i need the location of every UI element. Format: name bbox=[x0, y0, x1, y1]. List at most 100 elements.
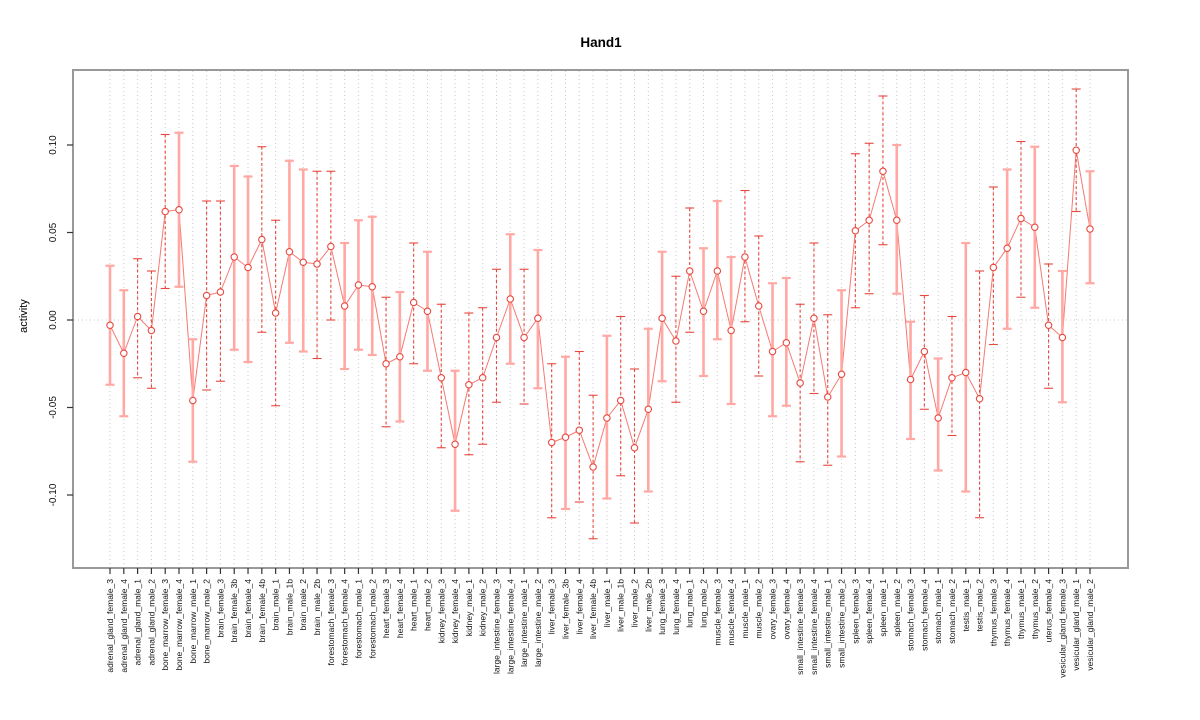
x-tick-label: brain_female_4b bbox=[257, 579, 267, 643]
data-point bbox=[672, 337, 680, 345]
x-tick-label: large_intestine_female_3 bbox=[491, 579, 501, 674]
data-point bbox=[258, 235, 266, 244]
y-tick-label: -0.10 bbox=[48, 483, 59, 506]
data-point bbox=[741, 253, 749, 261]
x-tick-label: adrenal_gland_female_3 bbox=[105, 579, 115, 673]
data-point bbox=[1003, 244, 1011, 253]
x-tick-label: brain_male_2 bbox=[298, 579, 308, 631]
x-tick-label: thymus_male_1 bbox=[1016, 579, 1026, 639]
data-point bbox=[189, 396, 197, 405]
x-tick-label: brain_male_1 bbox=[271, 579, 281, 631]
data-point bbox=[989, 263, 998, 272]
x-tick-label: thymus_female_3 bbox=[988, 579, 998, 646]
x-tick-label: spleen_male_1 bbox=[878, 579, 888, 637]
data-point bbox=[120, 349, 128, 357]
x-tick-label: testis_male_1 bbox=[961, 579, 971, 632]
data-point bbox=[962, 368, 970, 377]
data-point bbox=[1044, 321, 1053, 329]
data-point bbox=[520, 333, 528, 342]
data-point bbox=[396, 352, 404, 361]
x-tick-label: large_intestine_male_1 bbox=[519, 579, 529, 667]
x-tick-label: forestomach_male_2 bbox=[367, 579, 377, 659]
data-point bbox=[837, 370, 846, 378]
x-tick-label: kidney_male_2 bbox=[478, 579, 488, 636]
x-tick-label: testis_male_2 bbox=[975, 579, 985, 632]
data-point bbox=[506, 295, 515, 303]
data-point bbox=[658, 314, 666, 322]
data-point bbox=[906, 375, 915, 384]
x-tick-label: liver_male_1b bbox=[616, 579, 626, 632]
data-point bbox=[423, 307, 432, 315]
data-point bbox=[437, 373, 446, 382]
data-point bbox=[161, 207, 169, 216]
data-point bbox=[451, 440, 459, 448]
x-tick-label: stomach_male_2 bbox=[947, 579, 957, 644]
x-tick-label: muscle_female_3 bbox=[712, 579, 722, 646]
series-line bbox=[109, 150, 1091, 469]
x-tick-label: small_intestine_female_4 bbox=[809, 579, 819, 675]
data-point bbox=[271, 309, 280, 317]
data-point bbox=[368, 282, 377, 291]
data-point bbox=[603, 414, 611, 422]
x-tick-label: forestomach_male_1 bbox=[353, 579, 363, 659]
x-tick-label: liver_male_2 bbox=[630, 579, 640, 627]
data-point bbox=[244, 263, 252, 272]
x-tick-label: brain_female_3b bbox=[229, 579, 239, 643]
data-point bbox=[879, 167, 887, 176]
y-tick-label: 0.00 bbox=[48, 310, 59, 330]
x-tick-label: heart_female_4 bbox=[395, 579, 405, 638]
data-point bbox=[1072, 146, 1080, 155]
data-point bbox=[285, 248, 294, 256]
data-point bbox=[782, 338, 791, 347]
x-tick-label: bone_marrow_female_4 bbox=[174, 579, 184, 671]
data-point bbox=[313, 260, 321, 268]
x-tick-label: stomach_female_4 bbox=[919, 579, 929, 651]
x-tick-label: heart_male_2 bbox=[422, 579, 432, 631]
data-point bbox=[534, 314, 542, 322]
x-tick-label: muscle_male_1 bbox=[740, 579, 750, 639]
x-tick-label: thymus_female_4 bbox=[1002, 579, 1012, 646]
data-point bbox=[865, 216, 873, 225]
data-point bbox=[810, 314, 818, 322]
data-point bbox=[1031, 223, 1039, 232]
x-tick-label: bone_marrow_male_2 bbox=[202, 579, 212, 664]
data-point bbox=[547, 438, 556, 447]
x-tick-label: adrenal_gland_male_2 bbox=[146, 579, 156, 666]
x-tick-label: liver_female_4 bbox=[574, 579, 584, 635]
data-point bbox=[754, 302, 763, 310]
x-tick-label: liver_male_1 bbox=[602, 579, 612, 627]
data-point bbox=[934, 414, 942, 422]
data-point bbox=[327, 242, 335, 251]
data-point bbox=[340, 302, 349, 310]
data-point bbox=[354, 281, 363, 289]
x-tick-label: large_intestine_male_2 bbox=[533, 579, 543, 667]
x-tick-label: liver_female_4b bbox=[588, 579, 598, 639]
data-point bbox=[1058, 333, 1067, 342]
x-tick-label: brain_female_4 bbox=[243, 579, 253, 638]
y-tick-label: 0.05 bbox=[48, 222, 59, 242]
data-point bbox=[768, 347, 777, 356]
x-tick-label: lung_female_3 bbox=[657, 579, 667, 635]
x-tick-label: kidney_female_3 bbox=[436, 579, 446, 644]
data-point bbox=[948, 373, 956, 382]
x-tick-label: vesicular_gland_female_3 bbox=[1057, 579, 1067, 678]
x-tick-label: heart_female_3 bbox=[381, 579, 391, 638]
x-tick-label: uterus_female_4 bbox=[1044, 579, 1054, 643]
data-point bbox=[893, 216, 901, 225]
x-tick-label: spleen_male_2 bbox=[892, 579, 902, 637]
data-point bbox=[465, 380, 473, 389]
data-point bbox=[561, 433, 570, 441]
x-tick-label: muscle_female_4 bbox=[726, 579, 736, 646]
x-tick-label: small_intestine_male_1 bbox=[823, 579, 833, 668]
data-point bbox=[106, 321, 114, 329]
x-tick-label: adrenal_gland_female_4 bbox=[119, 579, 129, 673]
data-point bbox=[975, 394, 984, 403]
x-tick-label: large_intestine_female_4 bbox=[505, 579, 515, 674]
x-tick-label: muscle_male_2 bbox=[754, 579, 764, 639]
y-tick-label: -0.05 bbox=[48, 396, 59, 419]
data-point bbox=[147, 326, 156, 335]
x-tick-label: vesicular_gland_male_1 bbox=[1071, 579, 1081, 671]
x-tick-label: small_intestine_male_2 bbox=[837, 579, 847, 668]
data-point bbox=[616, 396, 625, 405]
